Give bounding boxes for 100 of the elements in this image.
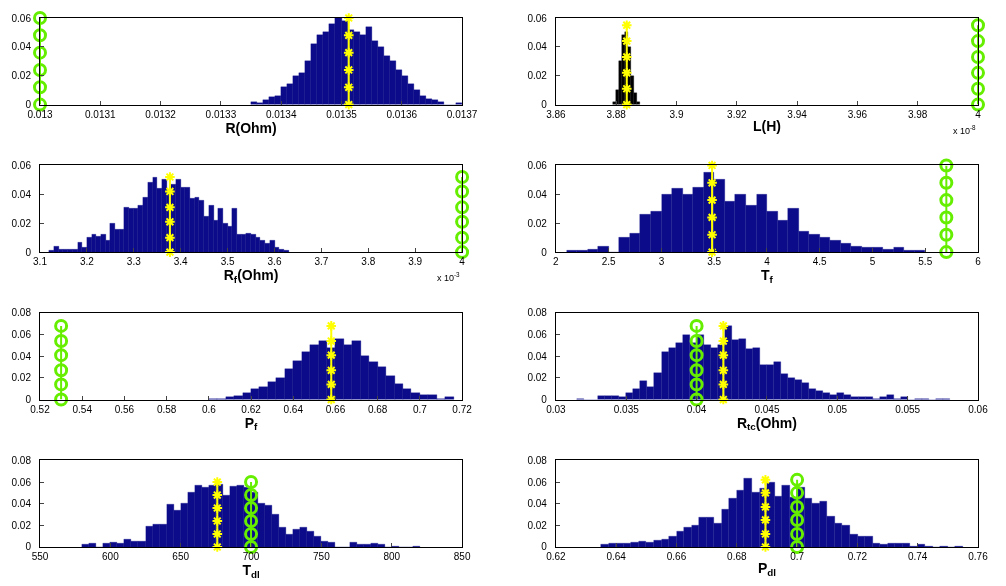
x-tick-label: 3.88 <box>606 108 627 120</box>
y-tick-label: 0.06 <box>11 476 32 488</box>
x-axis-title: T$_{f}$ <box>761 267 774 286</box>
x-tick-label: 0.03 <box>546 403 567 415</box>
y-tick-label: 0.04 <box>11 188 32 200</box>
x-tick-label: 0.72 <box>847 551 868 562</box>
x-tick-label: 0.0136 <box>386 108 418 120</box>
x-tick-label: 5 <box>869 256 876 268</box>
x-tick-label: 3.9 <box>408 256 423 268</box>
x-tick-label: 600 <box>102 551 120 562</box>
x-axis-title: T$_{dl}$ <box>242 562 260 580</box>
x-axis-title: P$_{dl}$ <box>757 560 777 579</box>
x-tick-label: 5.5 <box>918 256 933 268</box>
x-tick-label: 0.66 <box>325 403 346 415</box>
x-tick-label: 0.64 <box>606 551 627 562</box>
y-tick-label: 0.02 <box>527 372 548 384</box>
x-tick-label: 0.68 <box>727 551 747 562</box>
y-tick-label: 0.02 <box>11 372 32 384</box>
x-tick-label: 6 <box>975 256 982 268</box>
x-tick-label: 0.0131 <box>85 108 117 120</box>
x-axis-title: R$_{f}$(Ohm) <box>223 267 279 286</box>
x-tick-label: 0.0134 <box>265 108 297 120</box>
y-tick-label: 0.06 <box>11 159 32 171</box>
x-tick-label: 4 <box>975 108 982 120</box>
text: x 10$^{-8}$ <box>953 124 977 136</box>
x-tick-label: 0.7 <box>790 551 805 562</box>
y-tick-label: 0.08 <box>11 454 32 466</box>
y-tick-label: 0 <box>541 541 548 553</box>
y-tick-label: 0.06 <box>527 159 548 171</box>
x-tick-label: 0.06 <box>968 403 989 415</box>
x-tick-label: 3.6 <box>267 256 282 268</box>
x-tick-label: 0.52 <box>30 403 51 415</box>
y-tick-label: 0.06 <box>11 12 32 24</box>
y-tick-label: 0.08 <box>11 307 32 319</box>
y-tick-label: 0.04 <box>11 350 32 362</box>
x-tick-label: 0.56 <box>114 403 135 415</box>
x-tick-label: 0.055 <box>895 403 921 415</box>
x-tick-label: 0.58 <box>156 403 177 415</box>
x-axis-title: R(Ohm) <box>225 119 277 136</box>
x-tick-label: 0.0132 <box>145 108 177 120</box>
y-tick-label: 0.02 <box>527 519 548 531</box>
x-tick-label: 0.64 <box>283 403 304 415</box>
y-tick-label: 0.04 <box>527 350 548 362</box>
x-axis-title: L(H) <box>752 117 781 134</box>
x-tick-label: 4 <box>764 256 771 268</box>
x-tick-label: 3 <box>658 256 665 268</box>
y-tick-label: 0.06 <box>527 329 548 341</box>
x-tick-label: 0.68 <box>367 403 388 415</box>
x-tick-label: 0.76 <box>968 551 989 562</box>
y-tick-label: 0 <box>541 394 548 406</box>
y-tick-label: 0.04 <box>527 41 548 53</box>
y-tick-label: 0.02 <box>11 519 32 531</box>
x-tick-label: 3.7 <box>314 256 329 268</box>
y-tick-label: 0 <box>25 246 32 258</box>
x-tick-label: 3.1 <box>33 256 48 268</box>
x-tick-label: 3.5 <box>220 256 235 268</box>
x-tick-label: 3.3 <box>126 256 142 268</box>
x-tick-label: 0.0135 <box>326 108 358 120</box>
x-tick-label: 0.54 <box>72 403 93 415</box>
x-tick-label: 0.72 <box>452 403 473 415</box>
x-tick-label: 4.5 <box>812 256 828 268</box>
x-tick-label: 3.4 <box>173 256 189 268</box>
x-tick-label: 0.6 <box>201 403 217 415</box>
x-tick-label: 0.62 <box>241 403 262 415</box>
y-tick-label: 0.04 <box>11 41 32 53</box>
x-tick-label: 850 <box>453 551 471 562</box>
x-tick-label: 3.2 <box>79 256 95 268</box>
y-tick-label: 0 <box>25 541 32 553</box>
x-tick-label: 0.05 <box>827 403 848 415</box>
y-tick-label: 0.04 <box>527 188 548 200</box>
y-tick-label: 0.08 <box>527 454 548 466</box>
x-tick-label: 800 <box>383 551 401 562</box>
x-tick-label: 0.04 <box>686 403 707 415</box>
x-tick-label: 0.74 <box>907 551 928 562</box>
y-tick-label: 0.02 <box>527 217 548 229</box>
x-tick-label: 550 <box>31 551 49 562</box>
x-tick-label: 0.045 <box>754 403 780 415</box>
x-tick-label: 0.035 <box>613 403 640 415</box>
y-tick-label: 0.06 <box>11 329 32 341</box>
x-tick-label: 3.92 <box>727 108 747 120</box>
x-tick-label: 0.013 <box>27 108 53 120</box>
x-tick-label: 3.8 <box>361 256 376 268</box>
y-tick-label: 0.04 <box>527 498 548 510</box>
y-tick-label: 0.02 <box>11 70 32 82</box>
y-tick-label: 0 <box>25 99 32 111</box>
x-tick-label: 3.9 <box>669 108 684 120</box>
y-tick-label: 0.06 <box>527 476 548 488</box>
y-tick-label: 0.04 <box>11 498 32 510</box>
y-tick-label: 0.02 <box>11 217 32 229</box>
x-tick-label: 2 <box>553 256 560 268</box>
x-tick-label: 3.98 <box>907 108 928 120</box>
y-tick-label: 0 <box>541 246 548 258</box>
y-tick-label: 0.06 <box>527 12 548 24</box>
y-tick-label: 0.08 <box>527 307 548 319</box>
x-tick-label: 4 <box>459 256 466 268</box>
x-tick-label: 700 <box>242 551 260 562</box>
x-tick-label: 0.0137 <box>446 108 478 120</box>
x-tick-label: 650 <box>172 551 190 562</box>
x-tick-label: 3.96 <box>847 108 868 120</box>
y-tick-label: 0 <box>541 99 548 111</box>
